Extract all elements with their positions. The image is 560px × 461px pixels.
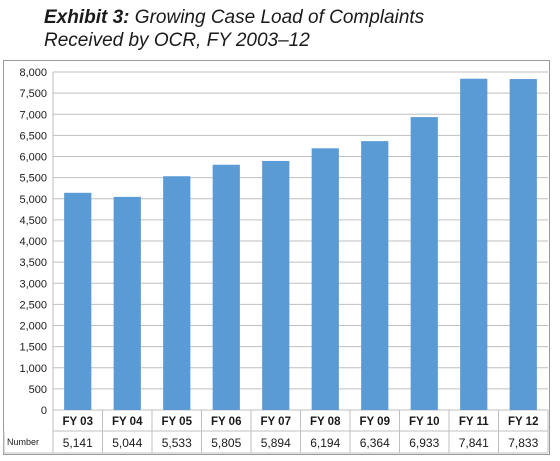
bar bbox=[163, 176, 191, 410]
table-value-label: 6,364 bbox=[360, 436, 390, 450]
bars bbox=[64, 78, 537, 411]
y-tick-label: 2,000 bbox=[19, 321, 47, 333]
y-tick-label: 1,000 bbox=[19, 363, 47, 375]
y-tick-label: 7,000 bbox=[19, 109, 47, 121]
x-category-label: FY 12 bbox=[508, 416, 538, 428]
bar bbox=[460, 78, 488, 411]
bar bbox=[64, 192, 92, 410]
x-category-label: FY 06 bbox=[211, 416, 241, 428]
bar bbox=[361, 141, 389, 410]
y-tick-label: 4,000 bbox=[19, 236, 47, 248]
bar bbox=[113, 196, 141, 410]
y-tick-label: 7,500 bbox=[19, 88, 47, 100]
table-value-label: 5,141 bbox=[63, 436, 93, 450]
table-value-label: 7,833 bbox=[508, 436, 538, 450]
y-tick-label: 3,500 bbox=[19, 257, 47, 269]
title-line-2: Received by OCR, FY 2003–12 bbox=[44, 30, 310, 51]
y-tick-label: 8,000 bbox=[19, 67, 47, 79]
table-row-label: Number bbox=[7, 437, 39, 447]
exhibit-label: Exhibit 3: bbox=[44, 7, 130, 28]
y-tick-label: 4,500 bbox=[19, 215, 47, 227]
x-category-label: FY 07 bbox=[261, 416, 291, 428]
y-tick-label: 2,500 bbox=[19, 299, 47, 311]
table-value-label: 5,894 bbox=[261, 436, 291, 450]
table-value-label: 5,533 bbox=[162, 436, 192, 450]
chart-frame bbox=[3, 60, 550, 455]
title-text-1: Growing Case Load of Complaints bbox=[134, 7, 425, 28]
table-value-label: 7,841 bbox=[459, 436, 489, 450]
x-category-label: FY 09 bbox=[360, 416, 390, 428]
y-tick-label: 5,000 bbox=[19, 194, 47, 206]
bar bbox=[311, 148, 339, 410]
bar bbox=[410, 117, 438, 410]
x-category-label: FY 04 bbox=[112, 416, 143, 428]
title-line-1: Exhibit 3: Growing Case Load of Complain… bbox=[44, 6, 424, 29]
bar bbox=[262, 160, 290, 410]
y-tick-label: 6,000 bbox=[19, 152, 47, 164]
x-category-label: FY 03 bbox=[63, 416, 93, 428]
y-tick-label: 1,500 bbox=[19, 342, 47, 354]
y-tick-label: 500 bbox=[29, 384, 47, 396]
x-category-label: FY 08 bbox=[310, 416, 341, 428]
x-category-label: FY 11 bbox=[459, 416, 489, 428]
x-category-label: FY 10 bbox=[409, 416, 439, 428]
x-category-label: FY 05 bbox=[162, 416, 193, 428]
y-tick-label: 5,500 bbox=[19, 173, 47, 185]
data-table: FY 03 5,141 FY 04 5,044 FY 05 5,533 FY 06 5,805… bbox=[3, 410, 549, 454]
bar bbox=[212, 164, 240, 410]
y-tick-label: 3,000 bbox=[19, 278, 47, 290]
bar bbox=[509, 79, 537, 410]
y-tick-label: 0 bbox=[41, 405, 47, 417]
table-value-label: 6,194 bbox=[310, 436, 340, 450]
table-value-label: 5,805 bbox=[211, 436, 241, 450]
chart-title: Exhibit 3: Growing Case Load of Complain… bbox=[44, 6, 424, 52]
y-axis-ticks: 0 500 1,000 1,500 2,000 2,500 3,000 3,500 4,000 4… bbox=[19, 67, 47, 417]
table-value-label: 6,933 bbox=[409, 436, 439, 450]
table-value-label: 5,044 bbox=[112, 436, 142, 450]
y-tick-label: 6,500 bbox=[19, 130, 47, 142]
